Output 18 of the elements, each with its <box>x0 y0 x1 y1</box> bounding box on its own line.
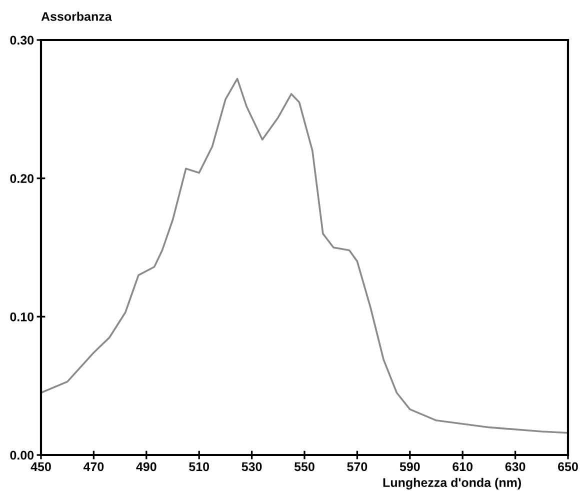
y-tick-label: 0.10 <box>10 312 34 322</box>
x-tick-label: 570 <box>347 462 368 472</box>
x-tick-label: 550 <box>294 462 314 472</box>
y-axis-title: Assorbanza <box>41 12 112 21</box>
x-tick-label: 490 <box>136 462 156 472</box>
line-series <box>41 78 568 434</box>
x-tick-label: 610 <box>452 462 473 472</box>
x-tick-label: 650 <box>558 462 578 472</box>
x-tick-label: 510 <box>189 462 210 472</box>
x-tick-label: 470 <box>83 462 104 472</box>
x-axis-title: Lunghezza d'onda (nm) <box>383 478 521 490</box>
x-tick-label: 450 <box>30 462 51 472</box>
x-tick-label: 630 <box>505 462 526 472</box>
x-tick-label: 590 <box>400 462 420 472</box>
y-tick-label: 0.30 <box>10 36 34 45</box>
y-tick-label: 0.00 <box>10 450 34 460</box>
x-tick-label: 530 <box>242 462 262 472</box>
y-tick-label: 0.20 <box>10 174 34 183</box>
